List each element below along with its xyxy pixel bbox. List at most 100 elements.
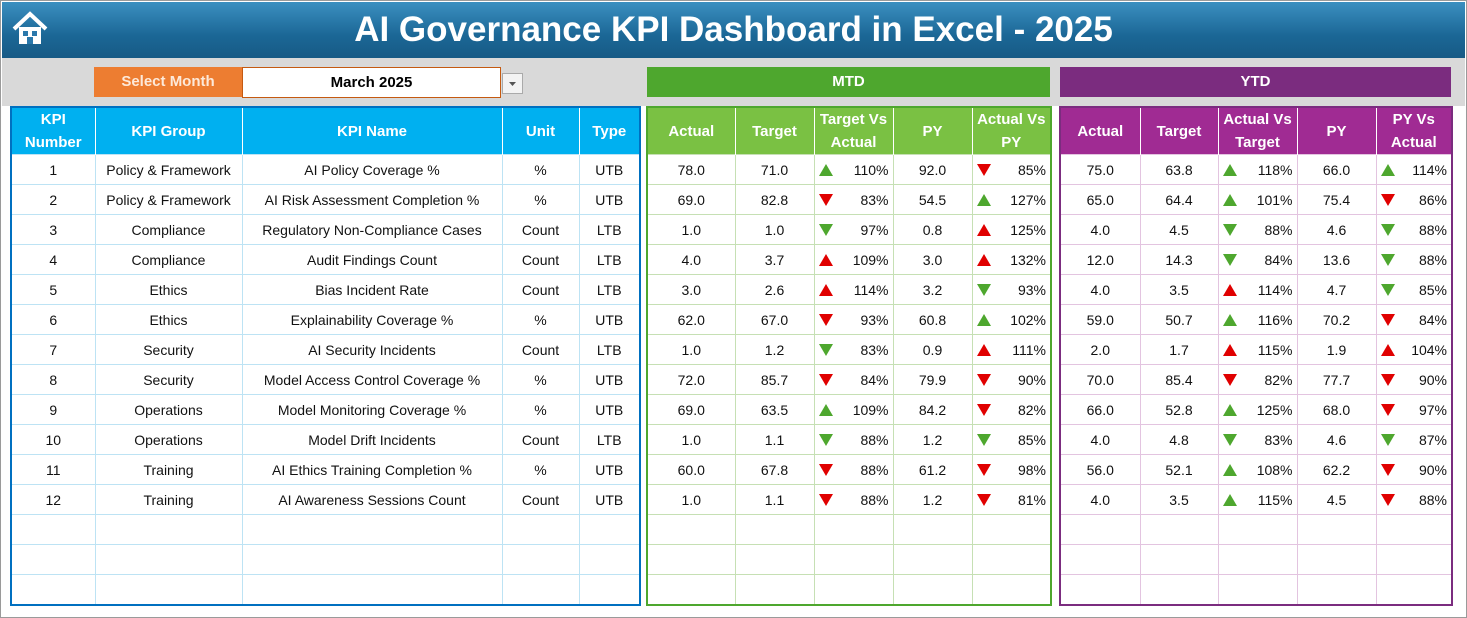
cell: 4.6 bbox=[1296, 214, 1377, 245]
empty-cell bbox=[1296, 574, 1377, 606]
percent-value: 101% bbox=[1256, 191, 1293, 208]
percent-value: 90% bbox=[1017, 371, 1046, 388]
cell: 3.0 bbox=[646, 274, 736, 305]
indicator-cell: 82% bbox=[971, 394, 1052, 425]
table-row: 4 Compliance Audit Findings Count Count LTB bbox=[10, 244, 641, 275]
cell: 78.0 bbox=[646, 154, 736, 185]
empty-cell bbox=[501, 574, 580, 606]
percent-value: 115% bbox=[1257, 341, 1293, 358]
status-arrow bbox=[818, 223, 833, 236]
cell: 67.8 bbox=[734, 454, 815, 485]
empty-row bbox=[646, 514, 1052, 545]
percent-value: 82% bbox=[1264, 371, 1293, 388]
cell: Training bbox=[94, 484, 243, 515]
cell: 14.3 bbox=[1139, 244, 1219, 275]
cell: UTB bbox=[578, 184, 641, 215]
status-arrow bbox=[818, 283, 833, 296]
empty-row bbox=[646, 574, 1052, 606]
table-row: 1 Policy & Framework AI Policy Coverage %%… bbox=[10, 154, 641, 185]
cell: Model Monitoring Coverage % bbox=[241, 394, 503, 425]
indicator-cell: 90% bbox=[1375, 364, 1453, 395]
percent-value: 93% bbox=[860, 311, 889, 328]
indicator: 93% bbox=[976, 282, 1046, 298]
cell: 66.0 bbox=[1296, 154, 1377, 185]
indicator-cell: 87% bbox=[1375, 424, 1453, 455]
home-icon[interactable] bbox=[10, 9, 50, 49]
status-arrow bbox=[1222, 343, 1237, 356]
percent-value: 104% bbox=[1411, 341, 1447, 358]
cell: 71.0 bbox=[734, 154, 815, 185]
indicator: 82% bbox=[1222, 371, 1293, 388]
empty-cell bbox=[1375, 574, 1453, 606]
cell: 6 bbox=[10, 304, 96, 335]
indicator-cell: 88% bbox=[1375, 244, 1453, 275]
cell: 1.0 bbox=[646, 334, 736, 365]
cell: AI Security Incidents bbox=[241, 334, 503, 365]
empty-row bbox=[1059, 574, 1453, 606]
cell: 69.0 bbox=[646, 184, 736, 215]
cell: 4.0 bbox=[1059, 484, 1141, 515]
dropdown-button[interactable] bbox=[502, 73, 523, 94]
cell: 72.0 bbox=[646, 364, 736, 395]
status-arrow bbox=[1380, 193, 1395, 206]
percent-value: 125% bbox=[1256, 401, 1293, 418]
cell: 4.6 bbox=[1296, 424, 1377, 455]
status-arrow bbox=[976, 193, 991, 206]
status-arrow bbox=[1380, 223, 1395, 236]
indicator-cell: 132% bbox=[971, 244, 1052, 275]
indicator-cell: 88% bbox=[813, 424, 894, 455]
cell: Security bbox=[94, 364, 243, 395]
cell: 8 bbox=[10, 364, 96, 395]
indicator: 114% bbox=[1380, 162, 1447, 178]
indicator-cell: 127% bbox=[971, 184, 1052, 215]
cell: 1.9 bbox=[1296, 334, 1377, 365]
indicator: 87% bbox=[1380, 432, 1447, 448]
status-arrow bbox=[1380, 493, 1395, 506]
indicator: 118% bbox=[1222, 162, 1293, 178]
indicator-cell: 114% bbox=[1375, 154, 1453, 185]
cell: 4 bbox=[10, 244, 96, 275]
empty-cell bbox=[501, 544, 580, 575]
percent-value: 108% bbox=[1256, 461, 1293, 478]
indicator: 125% bbox=[976, 222, 1046, 238]
month-value[interactable]: March 2025 bbox=[242, 67, 501, 98]
indicator: 97% bbox=[818, 222, 889, 238]
indicator-cell: 98% bbox=[971, 454, 1052, 485]
cell: 11 bbox=[10, 454, 96, 485]
indicator: 115% bbox=[1222, 341, 1293, 358]
status-arrow bbox=[1380, 283, 1395, 296]
status-arrow bbox=[1222, 463, 1237, 476]
status-arrow bbox=[818, 193, 833, 206]
percent-value: 88% bbox=[860, 491, 889, 508]
status-arrow bbox=[1222, 283, 1237, 296]
status-arrow bbox=[818, 313, 833, 326]
status-arrow bbox=[1380, 373, 1395, 386]
column-header: Actual bbox=[1060, 107, 1141, 155]
column-header: PY Vs Actual bbox=[1376, 107, 1453, 155]
empty-cell bbox=[1139, 574, 1219, 606]
cell: 82.8 bbox=[734, 184, 815, 215]
table-row: 12 Training AI Awareness Sessions Count Cou… bbox=[10, 484, 641, 515]
cell: 4.5 bbox=[1296, 484, 1377, 515]
cell: 3.5 bbox=[1139, 274, 1219, 305]
indicator-cell: 88% bbox=[813, 454, 894, 485]
indicator-cell: 90% bbox=[971, 364, 1052, 395]
cell: Model Access Control Coverage % bbox=[241, 364, 503, 395]
indicator: 84% bbox=[1222, 252, 1293, 268]
indicator-cell: 93% bbox=[813, 304, 894, 335]
cell: Compliance bbox=[94, 244, 243, 275]
ytd-title: YTD bbox=[1060, 67, 1451, 97]
cell: % bbox=[501, 394, 580, 425]
empty-cell bbox=[646, 574, 736, 606]
kpi-table: KPI Number KPI Group KPI Name Unit Type 1 Poli… bbox=[10, 106, 641, 606]
cell: 2.6 bbox=[734, 274, 815, 305]
status-arrow bbox=[818, 253, 833, 266]
empty-cell bbox=[813, 544, 894, 575]
indicator-cell: 85% bbox=[971, 154, 1052, 185]
status-arrow bbox=[1380, 313, 1395, 326]
indicator: 88% bbox=[1222, 222, 1293, 238]
status-arrow bbox=[1380, 163, 1395, 176]
indicator: 114% bbox=[818, 282, 889, 298]
percent-value: 90% bbox=[1418, 461, 1447, 478]
cell: 1.0 bbox=[734, 214, 815, 245]
